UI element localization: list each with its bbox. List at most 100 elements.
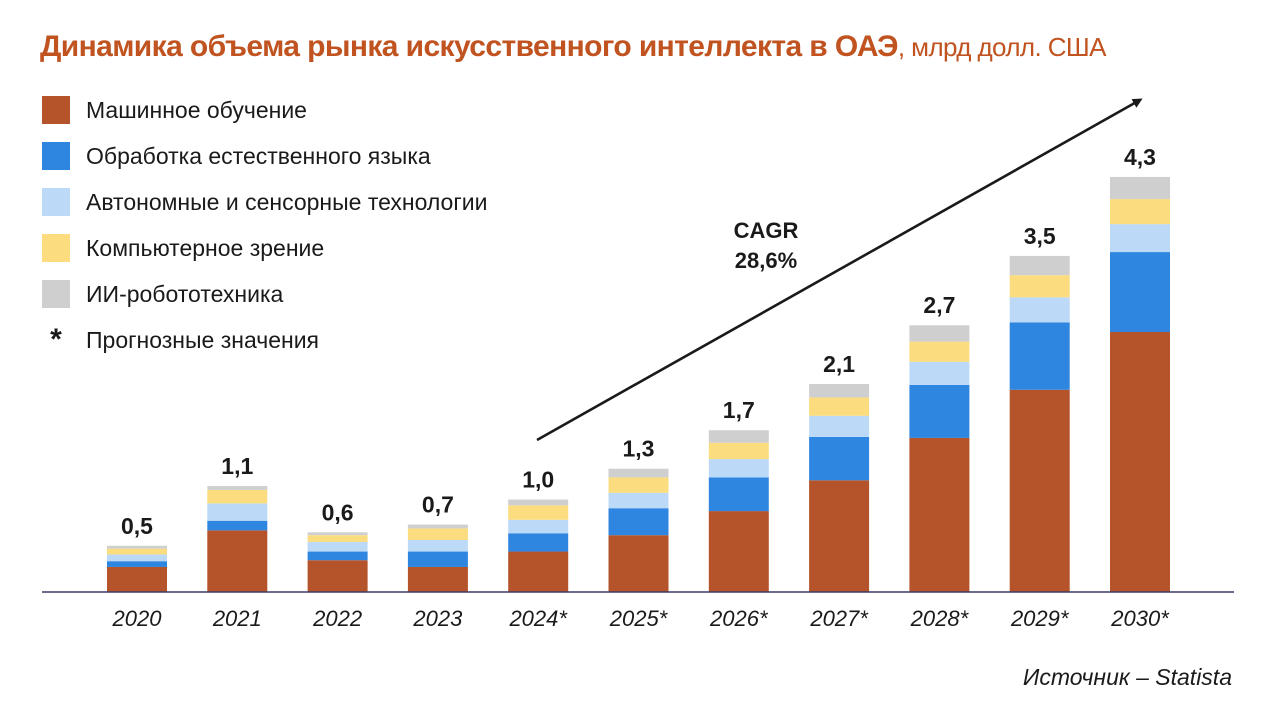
bar-segment-nlp-2026	[708, 477, 769, 512]
legend-item-forecast: * Прогнозные значения	[42, 323, 320, 356]
total-label-2024: 1,0	[522, 467, 554, 493]
total-label-2027: 2,1	[823, 351, 855, 377]
bar-segment-robotics-2024	[508, 499, 569, 506]
bar-segment-ml-2025	[608, 535, 669, 592]
legend-swatch-autonomous	[42, 188, 70, 216]
chart-title: Динамика объема рынка искусственного инт…	[40, 30, 1106, 64]
bar-segment-vision-2026	[708, 442, 769, 460]
legend-swatch-robotics	[42, 280, 70, 308]
bar-segment-vision-2024	[508, 505, 569, 520]
legend-label-forecast: Прогнозные значения	[86, 326, 320, 353]
x-tick-label-2029: 2029*	[1010, 606, 1070, 631]
total-label-2029: 3,5	[1024, 223, 1056, 249]
x-tick-label-2020: 2020	[112, 606, 163, 631]
bar-segment-nlp-2025	[608, 508, 669, 536]
bar-segment-autonomous-2025	[608, 492, 669, 509]
cagr-annotation: CAGR 28,6%	[724, 216, 808, 276]
bar-segment-autonomous-2022	[307, 541, 368, 552]
bar-segment-ml-2024	[508, 551, 569, 592]
bar-segment-autonomous-2029	[1009, 297, 1070, 323]
x-tick-label-2021: 2021	[212, 606, 262, 631]
bar-segment-autonomous-2020	[107, 554, 167, 562]
bar-segment-ml-2026	[708, 511, 769, 592]
bar-segment-vision-2025	[608, 477, 669, 493]
legend-item-vision: Компьютерное зрение	[42, 234, 324, 262]
bar-segment-ml-2030	[1110, 331, 1170, 592]
legend-label-ml: Машинное обучение	[86, 96, 307, 123]
source-note: Источник – Statista	[1022, 664, 1232, 690]
bar-segment-nlp-2027	[809, 436, 870, 481]
bar-segment-ml-2020	[107, 566, 167, 592]
cagr-label: CAGR	[733, 218, 799, 243]
bar-segment-vision-2022	[307, 535, 368, 542]
legend-item-autonomous: Автономные и сенсорные технологии	[42, 188, 487, 216]
bar-segment-vision-2021	[207, 489, 268, 504]
x-tick-label-2025: 2025*	[609, 606, 669, 631]
bar-segment-ml-2021	[207, 530, 268, 592]
total-label-2025: 1,3	[623, 436, 655, 462]
legend-label-autonomous: Автономные и сенсорные технологии	[86, 188, 488, 215]
bar-segment-autonomous-2024	[508, 519, 569, 534]
bar-segment-nlp-2022	[307, 551, 368, 561]
x-tick-label-2022: 2022	[312, 606, 362, 631]
total-label-2020: 0,5	[121, 513, 153, 539]
bar-segment-autonomous-2021	[207, 503, 268, 521]
cagr-value: 28,6%	[734, 248, 798, 273]
bar-segment-robotics-2025	[608, 468, 669, 478]
bar-segment-vision-2023	[407, 528, 468, 540]
legend-swatch-nlp	[42, 142, 70, 170]
bar-segment-robotics-2021	[207, 486, 268, 490]
bar-segment-nlp-2030	[1110, 252, 1170, 332]
legend-label-nlp: Обработка естественного языка	[86, 142, 431, 169]
total-label-2026: 1,7	[723, 397, 755, 423]
x-tick-label-2026: 2026*	[709, 606, 769, 631]
legend-label-robotics: ИИ-робототехника	[86, 280, 284, 307]
legend-label-vision: Компьютерное зрение	[86, 234, 325, 261]
bar-segment-robotics-2023	[407, 524, 468, 529]
bar-segment-vision-2020	[107, 548, 167, 555]
bar-segment-robotics-2029	[1009, 255, 1070, 276]
chart-title-unit: , млрд долл. США	[897, 32, 1107, 62]
asterisk-icon: *	[50, 323, 62, 356]
bar-segment-vision-2028	[909, 341, 970, 362]
total-label-2021: 1,1	[221, 453, 253, 479]
bar-segment-nlp-2021	[207, 520, 268, 531]
legend-swatch-vision	[42, 234, 70, 262]
total-label-2023: 0,7	[422, 492, 454, 518]
x-tick-label-2024: 2024*	[508, 606, 568, 631]
bar-segment-ml-2028	[909, 437, 970, 592]
bar-segment-vision-2030	[1110, 199, 1170, 225]
x-tick-label-2028: 2028*	[910, 606, 970, 631]
bar-segment-nlp-2029	[1009, 322, 1070, 390]
bar-segment-robotics-2026	[708, 430, 769, 443]
bar-segment-autonomous-2028	[909, 361, 970, 385]
bar-segment-ml-2023	[407, 566, 468, 592]
bars-group	[107, 176, 1170, 592]
bar-segment-nlp-2020	[107, 561, 167, 567]
total-label-2028: 2,7	[923, 292, 955, 318]
legend-swatch-ml	[42, 96, 70, 124]
bar-segment-ml-2029	[1009, 389, 1070, 592]
bar-segment-ml-2027	[809, 480, 870, 592]
bar-segment-robotics-2020	[107, 545, 167, 549]
bar-segment-autonomous-2027	[809, 415, 870, 437]
bar-segment-autonomous-2026	[708, 459, 769, 478]
bar-segment-robotics-2027	[809, 383, 870, 398]
total-label-2030: 4,3	[1124, 144, 1156, 170]
bar-segment-ml-2022	[307, 560, 368, 592]
x-tick-label-2023: 2023	[412, 606, 463, 631]
legend-item-robotics: ИИ-робототехника	[42, 280, 283, 308]
bar-segment-nlp-2023	[407, 551, 468, 567]
bar-segment-vision-2027	[809, 397, 870, 416]
labels-group: 0,5 2020 1,1 2021 0,6 2022 0,7 2023 1,0 2024* 1,3 2…	[112, 144, 1171, 631]
chart-title-main: Динамика объема рынка искусственного инт…	[40, 30, 899, 63]
bar-segment-autonomous-2023	[407, 539, 468, 552]
bar-segment-nlp-2028	[909, 384, 970, 438]
legend-item-ml: Машинное обучение	[42, 96, 307, 124]
bar-segment-robotics-2028	[909, 325, 970, 342]
x-tick-label-2027: 2027*	[809, 606, 869, 631]
bar-segment-robotics-2022	[307, 532, 368, 536]
legend-item-nlp: Обработка естественного языка	[42, 142, 431, 170]
total-label-2022: 0,6	[322, 499, 354, 525]
